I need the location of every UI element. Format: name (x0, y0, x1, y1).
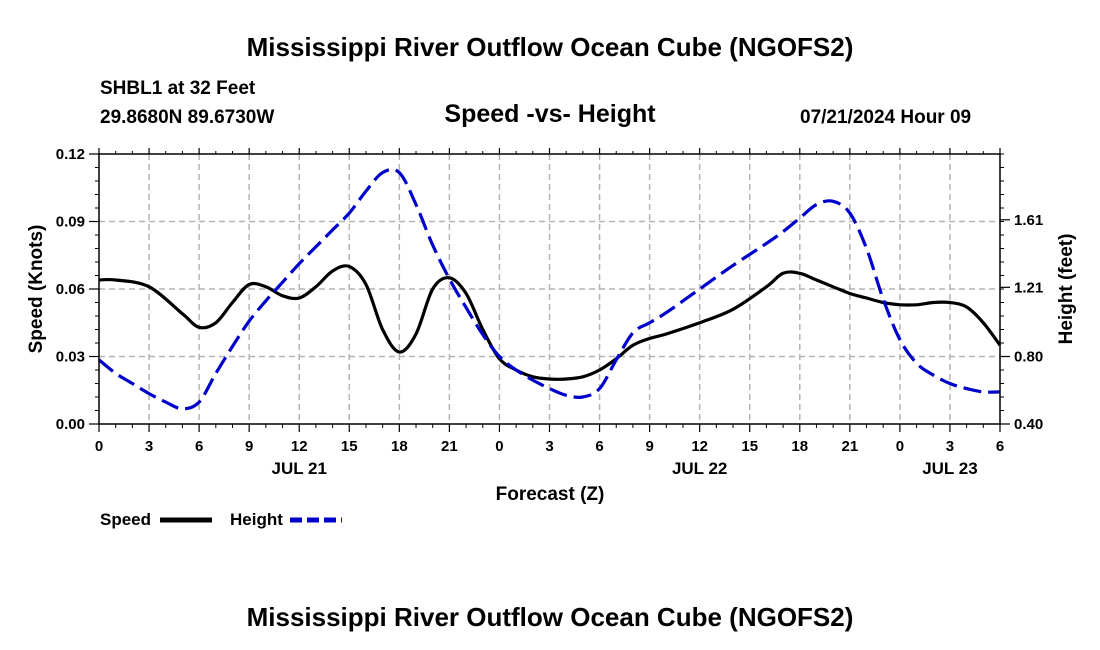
x-tick-label: 0 (896, 438, 904, 455)
x-tick-label: 0 (95, 438, 103, 455)
x-tick-label: 3 (946, 438, 954, 455)
date-label: JUL 23 (922, 459, 977, 478)
date-label: JUL 21 (271, 459, 326, 478)
series-line-speed (98, 264, 1002, 381)
x-tick-label: 3 (545, 438, 553, 455)
forecast-datetime: 07/21/2024 Hour 09 (800, 107, 972, 128)
date-label: JUL 22 (672, 459, 727, 478)
y-tick-label: 0.03 (56, 349, 85, 366)
footer-title: Mississippi River Outflow Ocean Cube (NG… (246, 602, 854, 632)
y-axis-label: Speed (Knots) (26, 225, 47, 354)
legend-speed-label: Speed (100, 510, 151, 529)
x-tick-label: 15 (341, 438, 358, 455)
x-tick-label: 9 (645, 438, 653, 455)
x-tick-label: 6 (996, 438, 1004, 455)
x-tick-label: 21 (841, 438, 858, 455)
plot-title: Speed -vs- Height (444, 100, 656, 128)
y2-tick-label: 1.61 (1014, 212, 1043, 229)
y-tick-label: 0.09 (56, 214, 85, 231)
legend: Speed Height (100, 510, 342, 529)
station-coordinates: 29.8680N 89.6730W (100, 107, 275, 128)
x-tick-label: 6 (195, 438, 203, 455)
y2-tick-label: 0.80 (1014, 349, 1043, 366)
station-label: SHBL1 at 32 Feet (100, 78, 256, 99)
y-tick-label: 0.06 (56, 281, 85, 298)
y-tick-label: 0.12 (56, 146, 85, 163)
x-tick-label: 15 (741, 438, 758, 455)
series (98, 167, 1002, 411)
legend-height-label: Height (230, 510, 283, 529)
y-tick-label: 0.00 (56, 416, 85, 433)
x-tick-label: 12 (291, 438, 308, 455)
grid (99, 154, 1000, 424)
chart-title: Mississippi River Outflow Ocean Cube (NG… (246, 32, 854, 62)
x-tick-label: 21 (441, 438, 458, 455)
y2-tick-label: 1.21 (1014, 279, 1043, 296)
speed-height-chart: 0 3 6 9 12 15 18 21 0 3 6 9 12 15 18 21 0 3 6 0.00 0.03 0.06 0… (26, 146, 1077, 529)
x-axis-label: Forecast (Z) (496, 484, 605, 505)
x-tick-label: 0 (495, 438, 503, 455)
x-tick-label: 9 (245, 438, 253, 455)
x-tick-label: 18 (791, 438, 808, 455)
x-tick-label: 6 (595, 438, 603, 455)
y2-axis-label: Height (feet) (1056, 234, 1077, 345)
x-tick-label: 12 (691, 438, 708, 455)
axes: 0 3 6 9 12 15 18 21 0 3 6 9 12 15 18 21 0 3 6 0.00 0.03 0.06 0… (56, 146, 1043, 478)
y2-tick-label: 0.40 (1014, 416, 1043, 433)
x-tick-label: 3 (145, 438, 153, 455)
x-tick-label: 18 (391, 438, 408, 455)
